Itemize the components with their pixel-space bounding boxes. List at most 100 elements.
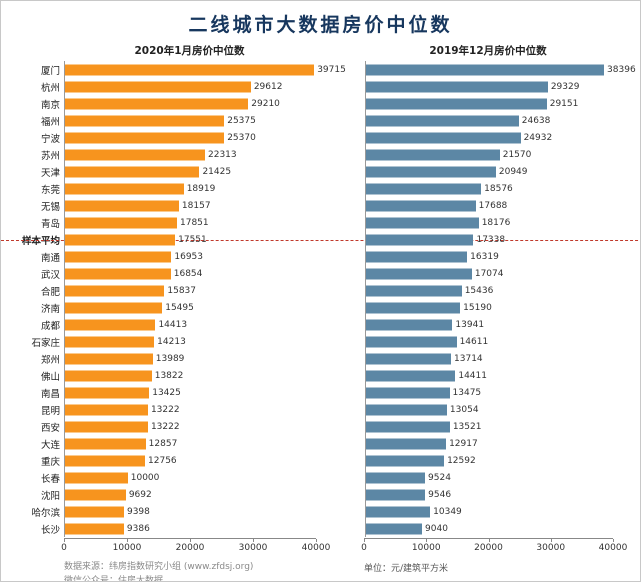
footer: 数据来源：纬房指数研究小组 (www.zfdsj.org) 微信公众号：住房大数… bbox=[1, 561, 640, 581]
plot-cell-left: 25375 bbox=[64, 112, 316, 129]
source-line-1: 数据来源：纬房指数研究小组 (www.zfdsj.org) bbox=[64, 562, 254, 572]
value-label: 14611 bbox=[459, 336, 489, 347]
value-label: 16953 bbox=[174, 251, 204, 262]
plot-cell-right: 14411 bbox=[365, 367, 614, 384]
bar-2019-12 bbox=[366, 268, 472, 279]
value-label: 13222 bbox=[150, 404, 180, 415]
plot-cell-left: 12756 bbox=[64, 452, 316, 469]
chart-row: 合肥 15837 15436 bbox=[1, 282, 640, 299]
plot-cell-right: 9040 bbox=[365, 520, 614, 537]
plot-cell-right: 13475 bbox=[365, 384, 614, 401]
plot-cell-left: 18157 bbox=[64, 197, 316, 214]
city-label: 南京 bbox=[40, 99, 60, 111]
plot-cell-right: 21570 bbox=[365, 146, 614, 163]
city-label: 郑州 bbox=[40, 354, 60, 366]
bars-area: 厦门 39715 38396 杭州 29612 29329 南京 29210 29151 福州 25… bbox=[1, 61, 640, 537]
plot-cell-right: 15436 bbox=[365, 282, 614, 299]
city-label: 南昌 bbox=[40, 388, 60, 400]
value-label: 17074 bbox=[474, 268, 504, 279]
value-label: 10349 bbox=[433, 506, 462, 517]
city-label: 杭州 bbox=[40, 82, 60, 94]
bar-2020-01 bbox=[65, 234, 176, 245]
plot-cell-left: 10000 bbox=[64, 469, 316, 486]
plot-cell-left: 13822 bbox=[64, 367, 316, 384]
bar-2020-01 bbox=[65, 302, 163, 313]
chart-row: 哈尔滨 9398 10349 bbox=[1, 503, 640, 520]
plot-cell-left: 17851 bbox=[64, 214, 316, 231]
value-label: 38396 bbox=[607, 64, 636, 75]
bar-2019-12 bbox=[366, 523, 423, 534]
plot-cell-right: 17688 bbox=[365, 197, 614, 214]
chart-row: 石家庄 14213 14611 bbox=[1, 333, 640, 350]
chart-row: 苏州 22313 21570 bbox=[1, 146, 640, 163]
chart-row: 重庆 12756 12592 bbox=[1, 452, 640, 469]
value-label: 17688 bbox=[478, 200, 508, 211]
bar-2020-01 bbox=[65, 166, 200, 177]
city-label: 成都 bbox=[40, 320, 60, 332]
value-label: 29612 bbox=[253, 81, 283, 92]
value-label: 16854 bbox=[173, 268, 203, 279]
subtitle-right-series: 2019年12月房价中位数 bbox=[429, 45, 547, 57]
bar-2019-12 bbox=[366, 353, 452, 364]
value-label: 29210 bbox=[251, 98, 280, 109]
bar-2020-01 bbox=[65, 506, 124, 517]
plot-cell-right: 15190 bbox=[365, 299, 614, 316]
plot-cell-left: 14213 bbox=[64, 333, 316, 350]
value-label: 24638 bbox=[521, 115, 551, 126]
value-label: 13425 bbox=[152, 387, 181, 398]
value-label: 13822 bbox=[154, 370, 184, 381]
bar-2019-12 bbox=[366, 166, 496, 177]
value-label: 25375 bbox=[227, 115, 256, 126]
plot-cell-right: 18576 bbox=[365, 180, 614, 197]
plot-cell-right: 24638 bbox=[365, 112, 614, 129]
value-label: 22313 bbox=[208, 149, 237, 160]
chart-row: 东莞 18919 18576 bbox=[1, 180, 640, 197]
plot-cell-right: 12592 bbox=[365, 452, 614, 469]
bar-2019-12 bbox=[366, 285, 462, 296]
plot-cell-left: 16953 bbox=[64, 248, 316, 265]
chart-row: 大连 12857 12917 bbox=[1, 435, 640, 452]
axis-tick-label: 10000 bbox=[112, 543, 142, 553]
value-label: 17338 bbox=[476, 234, 506, 245]
value-label: 12857 bbox=[148, 438, 178, 449]
bar-2019-12 bbox=[366, 387, 450, 398]
axis-tick-label: 30000 bbox=[238, 543, 268, 553]
value-label: 29329 bbox=[550, 81, 580, 92]
bar-2020-01 bbox=[65, 489, 126, 500]
chart-row: 南昌 13425 13475 bbox=[1, 384, 640, 401]
city-label: 长春 bbox=[40, 473, 60, 485]
city-label: 石家庄 bbox=[31, 337, 60, 349]
axis-tick-mark bbox=[64, 539, 65, 542]
chart-row: 武汉 16854 17074 bbox=[1, 265, 640, 282]
plot-cell-right: 13521 bbox=[365, 418, 614, 435]
chart-row: 佛山 13822 14411 bbox=[1, 367, 640, 384]
bar-2019-12 bbox=[366, 64, 605, 75]
bar-2020-01 bbox=[65, 115, 225, 126]
plot-cell-left: 18919 bbox=[64, 180, 316, 197]
bar-2020-01 bbox=[65, 217, 177, 228]
value-label: 15495 bbox=[165, 302, 194, 313]
city-label: 天津 bbox=[40, 167, 60, 179]
plot-cell-right: 16319 bbox=[365, 248, 614, 265]
chart-row: 长春 10000 9524 bbox=[1, 469, 640, 486]
plot-cell-left: 21425 bbox=[64, 163, 316, 180]
value-label: 18176 bbox=[481, 217, 511, 228]
x-axis-left: 0 10000 20000 30000 40000 bbox=[61, 538, 330, 557]
value-label: 14413 bbox=[158, 319, 188, 330]
bar-2020-01 bbox=[65, 251, 172, 262]
bar-2020-01 bbox=[65, 98, 249, 109]
axis-tick-label: 20000 bbox=[474, 543, 503, 553]
bar-2019-12 bbox=[366, 81, 548, 92]
axis-tick-mark bbox=[426, 539, 428, 542]
chart-row: 无锡 18157 17688 bbox=[1, 197, 640, 214]
city-label: 济南 bbox=[40, 303, 60, 315]
plot-cell-left: 13222 bbox=[64, 418, 316, 435]
city-label: 昆明 bbox=[40, 405, 60, 417]
unit-note: 单位：元/建筑平方米 bbox=[364, 564, 449, 574]
plot-cell-right: 14611 bbox=[365, 333, 614, 350]
value-label: 9398 bbox=[126, 506, 150, 517]
axis-tick-mark bbox=[550, 539, 552, 542]
value-label: 13054 bbox=[449, 404, 479, 415]
plot-cell-right: 18176 bbox=[365, 214, 614, 231]
bar-2019-12 bbox=[366, 455, 445, 466]
